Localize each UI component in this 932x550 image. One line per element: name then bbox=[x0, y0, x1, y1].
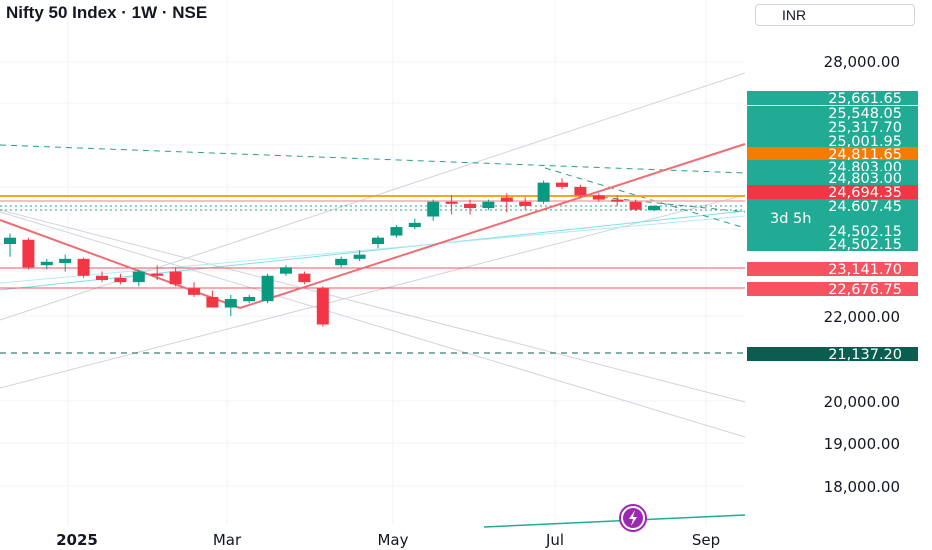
price-tag-label: 24,694.35 bbox=[828, 185, 902, 201]
trendlines[interactable] bbox=[0, 72, 746, 528]
candle-body[interactable] bbox=[151, 273, 164, 276]
candle-body[interactable] bbox=[408, 222, 421, 228]
red-uptrend-line bbox=[239, 143, 746, 309]
y-tick-22000: 22,000.00 bbox=[824, 308, 900, 326]
dashed-descending-line bbox=[544, 167, 746, 229]
candle-body[interactable] bbox=[59, 258, 72, 264]
chart-title: Nifty 50 Index · 1W · NSE bbox=[6, 3, 208, 22]
grid bbox=[0, 0, 745, 525]
candles[interactable] bbox=[4, 178, 660, 327]
price-tag-bg bbox=[747, 262, 918, 276]
price-tag-bg bbox=[747, 106, 918, 120]
candle-body[interactable] bbox=[243, 296, 256, 302]
currency-selector[interactable]: INR bbox=[755, 4, 915, 26]
y-axis: 28,000.00 22,000.00 20,000.00 19,000.00 … bbox=[824, 53, 900, 496]
y-tick-18000: 18,000.00 bbox=[824, 478, 900, 496]
price-tag-bg bbox=[747, 160, 918, 174]
candle-body[interactable] bbox=[22, 239, 35, 268]
candle-body[interactable] bbox=[298, 273, 311, 283]
candle-body[interactable] bbox=[372, 237, 384, 245]
price-tag-label: 24,502.15 bbox=[828, 224, 902, 240]
candle-body[interactable] bbox=[4, 237, 16, 245]
price-tag-label: 25,548.05 bbox=[828, 106, 902, 122]
price-tag-bg bbox=[747, 199, 918, 213]
candle-body[interactable] bbox=[648, 205, 660, 211]
price-tag-bg bbox=[747, 185, 918, 199]
price-tag-bg bbox=[747, 211, 918, 225]
price-tag-bg bbox=[747, 147, 918, 161]
price-tag-label: 24,811.65 bbox=[828, 147, 902, 163]
descending-line-1 bbox=[0, 209, 746, 403]
x-tick-may: May bbox=[377, 531, 408, 549]
candle-body[interactable] bbox=[224, 299, 237, 308]
dashed-resistance-line bbox=[0, 144, 746, 174]
candle-body[interactable] bbox=[574, 186, 587, 196]
candle-body[interactable] bbox=[500, 197, 513, 202]
price-tag-bg bbox=[747, 120, 918, 134]
candle-body[interactable] bbox=[353, 254, 366, 259]
candle-body[interactable] bbox=[114, 277, 127, 283]
candle-body[interactable] bbox=[592, 195, 605, 200]
price-tag-bg bbox=[747, 224, 918, 238]
candle-body[interactable] bbox=[464, 203, 476, 209]
candle-body[interactable] bbox=[188, 288, 200, 295]
price-tag-label: 24,803.00 bbox=[828, 171, 902, 187]
candle-body[interactable] bbox=[206, 296, 219, 308]
price-tag-label: 24,502.15 bbox=[828, 237, 902, 253]
candle-body[interactable] bbox=[96, 275, 108, 281]
candle-body[interactable] bbox=[427, 201, 440, 217]
candle-body[interactable] bbox=[482, 201, 495, 209]
candle-body[interactable] bbox=[537, 182, 550, 202]
price-tags: 25,661.6525,548.0525,317.7025,001.9524,8… bbox=[747, 91, 918, 363]
candle-body[interactable] bbox=[40, 261, 53, 266]
candle-body[interactable] bbox=[556, 182, 568, 187]
price-tag-bg bbox=[747, 282, 918, 296]
candle-body[interactable] bbox=[77, 258, 90, 276]
candle-body[interactable] bbox=[390, 227, 403, 236]
candle-body[interactable] bbox=[519, 201, 532, 206]
price-tag-label: 25,001.95 bbox=[828, 134, 902, 150]
cyan-support-line bbox=[0, 210, 746, 291]
candle-body[interactable] bbox=[261, 275, 274, 302]
price-tag-bg bbox=[747, 237, 918, 251]
candle-body[interactable] bbox=[316, 288, 329, 325]
x-tick-2025: 2025 bbox=[56, 531, 98, 549]
price-tag-bg bbox=[747, 171, 918, 185]
candle-body[interactable] bbox=[335, 258, 348, 266]
candle-body[interactable] bbox=[445, 201, 458, 204]
price-tag-label: 23,141.70 bbox=[828, 262, 902, 278]
price-tag-label: 21,137.20 bbox=[828, 347, 902, 363]
y-tick-19000: 19,000.00 bbox=[824, 435, 900, 453]
lightning-event-icon[interactable] bbox=[619, 504, 647, 532]
price-tag-label: 25,317.70 bbox=[828, 120, 902, 136]
candle-body[interactable] bbox=[629, 201, 642, 210]
candle-body[interactable] bbox=[611, 199, 624, 202]
dashed-converging-line bbox=[579, 194, 746, 213]
x-tick-jul: Jul bbox=[545, 531, 564, 549]
x-axis: 2025 Mar May Jul Sep bbox=[56, 531, 720, 549]
candle-body[interactable] bbox=[169, 271, 182, 285]
descending-line-2 bbox=[0, 211, 746, 438]
price-tag-label: 3d 5h bbox=[770, 211, 811, 227]
price-tag-bg bbox=[747, 91, 918, 105]
price-tag-label: 22,676.75 bbox=[828, 282, 902, 298]
price-tag-bg bbox=[747, 134, 918, 148]
x-tick-sep: Sep bbox=[692, 531, 720, 549]
cyan-support-line-2 bbox=[0, 215, 746, 284]
price-tag-label: 25,661.65 bbox=[828, 91, 902, 107]
y-tick-20000: 20,000.00 bbox=[824, 393, 900, 411]
candle-body[interactable] bbox=[280, 267, 292, 274]
price-tag-bg bbox=[747, 347, 918, 361]
y-tick-28000: 28,000.00 bbox=[824, 53, 900, 71]
bottom-indicator-line bbox=[483, 514, 746, 528]
x-tick-mar: Mar bbox=[213, 531, 242, 549]
candle-body[interactable] bbox=[132, 271, 145, 283]
